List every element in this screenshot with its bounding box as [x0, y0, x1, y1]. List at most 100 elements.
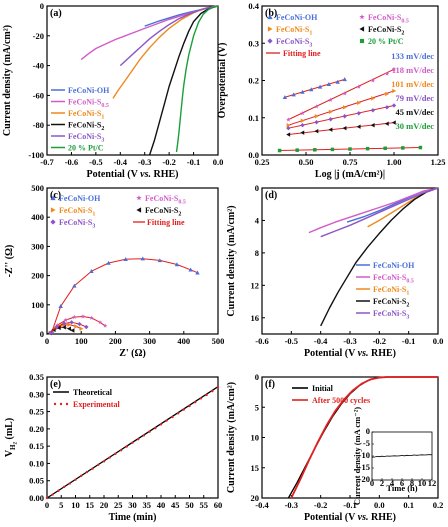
fitting-line	[288, 90, 395, 126]
data-point	[54, 322, 60, 328]
data-point	[330, 147, 335, 152]
series-line-a-5	[175, 5, 219, 153]
data-point	[97, 463, 100, 467]
inset-x-tick-label: 10	[418, 478, 427, 488]
legend-entry: FeCoNi-OH	[373, 261, 415, 270]
panel-label: (a)	[50, 8, 62, 19]
slope-label: 118 mV/dec	[392, 65, 434, 75]
y-axis-label: VH2 (mL)	[4, 418, 19, 457]
y-tick-label: 12	[251, 280, 260, 290]
data-point	[80, 314, 86, 319]
data-point	[89, 315, 94, 320]
data-point	[314, 104, 319, 109]
legend-entry: Theoretical	[73, 388, 113, 397]
x-tick-label: 100	[75, 336, 88, 346]
data-point	[70, 328, 75, 333]
data-point	[119, 449, 123, 452]
data-point	[195, 270, 200, 275]
data-point	[348, 147, 352, 151]
y-tick-label: -20	[33, 31, 44, 41]
x-tick-label: -0.4	[114, 157, 128, 167]
data-point	[328, 97, 333, 102]
legend-marker	[50, 195, 56, 201]
slope-label: 30 mV/dec	[396, 121, 435, 131]
data-point	[291, 92, 296, 97]
x-tick-label: 0.0	[433, 336, 444, 346]
data-point	[342, 114, 347, 119]
x-tick-label: 1.25	[431, 157, 446, 167]
legend-marker	[267, 14, 273, 20]
y-axis-label: Current density (mA/cm²)	[226, 382, 237, 493]
y-axis-label: Current density (mA/cm²)	[226, 205, 237, 316]
legend-entry: FeCoNi-S1	[276, 25, 312, 37]
y-tick-label: 400	[31, 212, 44, 222]
data-point	[286, 125, 291, 131]
legend-entry: 20 % Pt/C	[68, 144, 104, 153]
x-tick-label: -0.5	[285, 336, 298, 346]
inset-y-axis-label: Current density (mA cm⁻²)	[352, 407, 362, 505]
data-point	[342, 125, 347, 131]
data-point	[57, 489, 60, 492]
data-point	[401, 146, 405, 150]
inset-y-tick-label: -5	[363, 438, 370, 448]
x-tick-label: -0.3	[285, 500, 298, 510]
data-point	[314, 128, 319, 134]
data-point	[67, 326, 71, 331]
inset-x-axis-label: Time (h)	[386, 483, 417, 493]
legend-entry: FeCoNi-S2	[373, 297, 409, 309]
data-point	[148, 430, 151, 433]
y-tick-label: 0.35	[29, 372, 44, 382]
slope-label: 101 mV/dec	[391, 79, 434, 89]
legend-marker	[267, 26, 273, 32]
x-tick-label: 0.2	[433, 500, 444, 510]
panel-d: -0.6 -0.5 -0.4 -0.3 -0.2 -0.1 0.0 16 12 8 4 0 (d) Pot…	[226, 183, 443, 359]
data-point	[370, 108, 376, 113]
data-point	[72, 314, 77, 320]
x-tick-label: -0.4	[255, 500, 269, 510]
data-point	[328, 117, 333, 122]
panel-e: 0 5 10 15 20 25 30 35 40 45 50 55 60 0.00 0.05 0.10 0.15…	[4, 372, 222, 523]
panel-b: 0.25 0.50 0.75 1.00 1.25 0.0 0.1 0.2 0.3 0.4 (b) Lo…	[217, 1, 445, 180]
data-point	[114, 452, 117, 455]
y-tick-label: 0.05	[29, 476, 44, 486]
data-point	[356, 84, 362, 89]
x-tick-label: -0.1	[343, 500, 356, 510]
y-tick-label: 300	[31, 241, 44, 251]
y-tick-label: 0	[255, 372, 259, 382]
data-point	[391, 103, 397, 108]
data-point	[67, 322, 72, 327]
data-point	[106, 260, 111, 265]
legend-entry: FeCoNi-S1	[373, 285, 409, 297]
plot-frame	[46, 376, 219, 499]
y-tick-label: 0.20	[29, 424, 44, 434]
panel-label: (e)	[50, 379, 61, 390]
series-line-d-4	[320, 187, 439, 238]
x-axis-label: Potential (V vs. RHE)	[304, 512, 396, 523]
legend-entry: FeCoNi-OH	[276, 13, 318, 22]
x-tick-label: -0.2	[314, 500, 327, 510]
data-point	[182, 408, 185, 411]
legend-entry: 20 % Pt/C	[368, 37, 404, 46]
data-point	[154, 426, 157, 430]
legend-marker	[50, 207, 56, 213]
legend-entry: FeCoNi-S3	[373, 309, 409, 321]
data-point	[391, 66, 397, 72]
y-tick-label: 0.4	[248, 1, 259, 11]
data-point	[371, 96, 376, 101]
y-tick-label: 0.25	[29, 407, 44, 417]
legend-entry: Experimental	[73, 400, 120, 409]
data-point	[74, 324, 79, 329]
data-point	[335, 79, 340, 84]
panel-label: (d)	[265, 190, 277, 201]
fitting-line	[288, 104, 395, 129]
legend-entry: FeCoNi-S0.5	[68, 98, 109, 110]
data-point	[295, 148, 299, 152]
data-point	[77, 321, 82, 327]
y-tick-label: 200	[31, 271, 44, 281]
slope-label: 45 mV/dec	[396, 107, 435, 117]
data-point	[79, 326, 84, 331]
x-tick-label: 0.25	[255, 157, 270, 167]
data-point	[176, 412, 180, 415]
